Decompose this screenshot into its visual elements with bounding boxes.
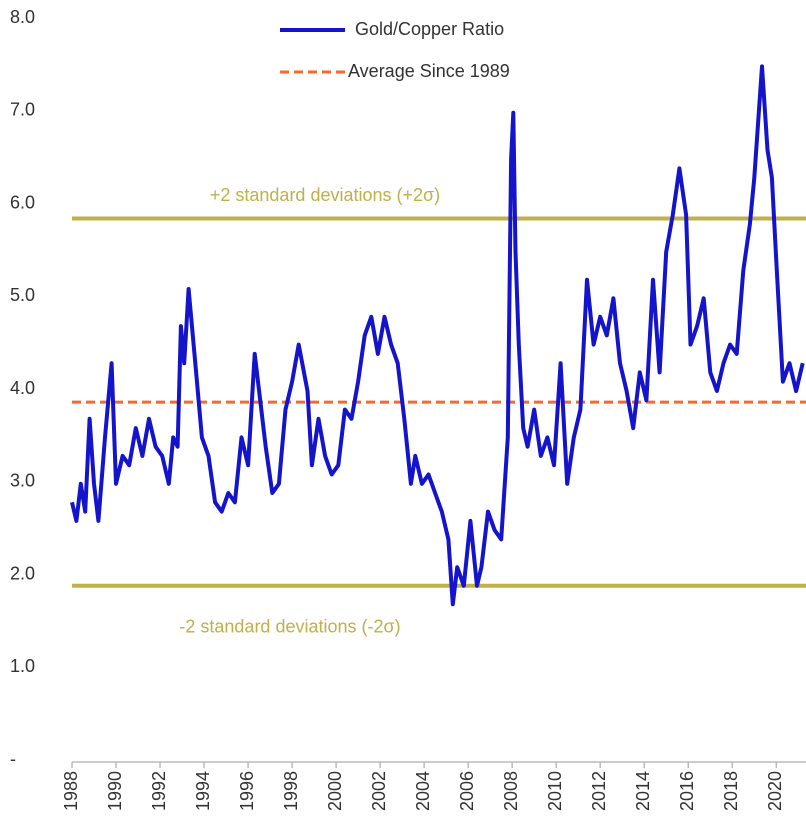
y-tick-label: 7.0: [10, 100, 35, 120]
x-tick-label: 2008: [501, 771, 521, 811]
x-tick-label: 1998: [281, 771, 301, 811]
y-tick-label: 6.0: [10, 192, 35, 212]
y-tick-label: 3.0: [10, 471, 35, 491]
x-tick-label: 1990: [105, 771, 125, 811]
x-tick-label: 2004: [413, 771, 433, 811]
reference-label: +2 standard deviations (+2σ): [210, 185, 440, 205]
data-line: [70, 64, 805, 607]
x-tick-label: 1992: [149, 771, 169, 811]
y-tick-label: 8.0: [10, 7, 35, 27]
x-tick-label: 2002: [369, 771, 389, 811]
x-tick-label: 2016: [677, 771, 697, 811]
x-tick-label: 1988: [61, 771, 81, 811]
x-tick-label: 2006: [457, 771, 477, 811]
x-tick-label: 2018: [721, 771, 741, 811]
x-tick-label: 2000: [325, 771, 345, 811]
y-tick-label: 5.0: [10, 285, 35, 305]
y-tick-label: -: [10, 749, 16, 769]
x-tick-label: 2012: [589, 771, 609, 811]
legend-label: Average Since 1989: [348, 61, 510, 81]
reference-label: -2 standard deviations (-2σ): [179, 617, 400, 637]
y-tick-label: 1.0: [10, 656, 35, 676]
y-tick-label: 4.0: [10, 378, 35, 398]
x-tick-label: 2020: [765, 771, 785, 811]
x-tick-label: 1996: [237, 771, 257, 811]
y-tick-label: 2.0: [10, 563, 35, 583]
x-tick-label: 2014: [633, 771, 653, 811]
x-tick-label: 1994: [193, 771, 213, 811]
x-tick-label: 2010: [545, 771, 565, 811]
legend-label: Gold/Copper Ratio: [355, 19, 504, 39]
